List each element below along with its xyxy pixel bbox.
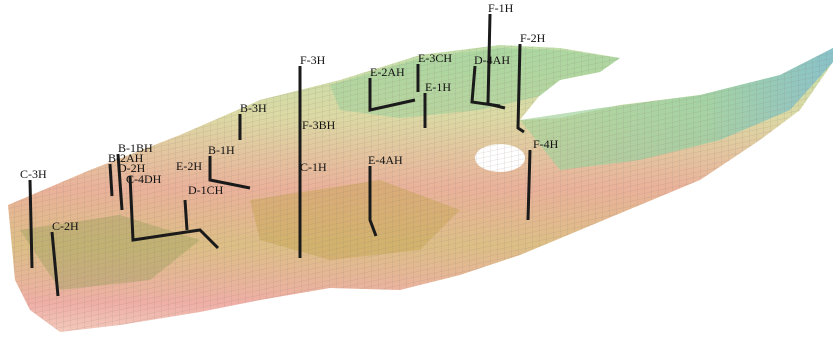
well-label: C-4DH [126,172,162,186]
well-label: E-3CH [418,51,452,65]
well-label: C-2H [52,219,79,233]
well-label: B-3H [240,101,267,115]
well-label: F-1H [488,1,514,15]
well-label: B-1H [208,143,235,157]
well-label: F-3H [300,53,326,67]
well-label: F-4H [533,137,559,151]
well-label: F-2H [520,31,546,45]
reservoir-view: F-1H F-2H F-3H E-2AH E-3CH D-4AH E-1H B-… [0,0,833,343]
well-label: E-2H [176,159,202,173]
well-label: E-1H [425,80,451,94]
well-label: D-4AH [474,53,510,67]
well-label: C-1H [300,160,327,174]
well-label: C-3H [20,167,47,181]
well-label: D-1CH [188,183,224,197]
well-label: E-4AH [368,153,403,167]
well-label: F-3BH [302,118,336,132]
well-label: E-2AH [370,65,405,79]
